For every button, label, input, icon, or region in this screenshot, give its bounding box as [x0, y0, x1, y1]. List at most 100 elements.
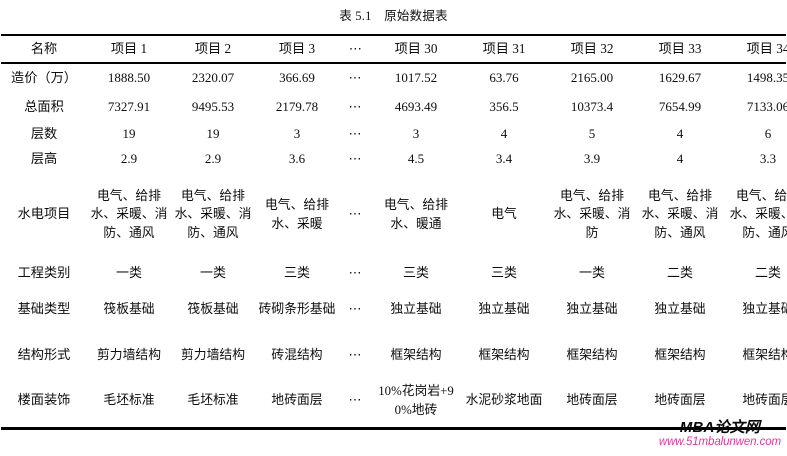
cell-mep-ellipsis: ⋯ [348, 206, 363, 222]
cell-structure-p32: 框架结构 [566, 348, 618, 363]
cell-mep-p30: 电气、给排水、暖通 [384, 198, 448, 231]
cell-area-p1: 7327.91 [107, 98, 151, 114]
cell-structure-p2: 剪力墙结构 [181, 348, 245, 363]
cell-structure-p30: 框架结构 [390, 348, 442, 363]
column-header-name: 名称 [30, 40, 58, 56]
cell-structure-p31: 框架结构 [478, 348, 530, 363]
cell-cost-p32: 2165.00 [570, 69, 614, 85]
row-label-total-area: 总面积 [24, 98, 64, 114]
watermark-url: www.51mbalunwen.com [658, 435, 781, 448]
cell-area-p2: 9495.53 [191, 98, 235, 114]
table-row: 基础类型 筏板基础 筏板基础 砖砌条形基础 ⋯ 独立基础 独立基础 独立基础 独… [1, 289, 787, 331]
cell-cost-ellipsis: ⋯ [348, 69, 363, 85]
cell-foundation-p32: 独立基础 [566, 302, 618, 317]
table-bottom-rule [1, 426, 786, 430]
cell-height-p1: 2.9 [120, 150, 138, 166]
cell-cost-p2: 2320.07 [191, 69, 235, 85]
cell-height-p34: 3.3 [759, 150, 777, 166]
cell-foundation-p30: 独立基础 [390, 302, 442, 317]
cell-structure-p34: 框架结构 [742, 348, 787, 363]
cell-category-p32: 一类 [578, 264, 605, 280]
table-row: 造价（万） 1888.50 2320.07 366.69 ⋯ 1017.52 6… [1, 64, 787, 93]
cell-height-ellipsis: ⋯ [348, 150, 363, 166]
header-row: 名称 项目 1 项目 2 项目 3 ⋯ 项目 30 项目 31 项目 32 项目… [1, 36, 787, 62]
cell-area-p31: 356.5 [489, 98, 519, 114]
cell-height-p3: 3.6 [288, 150, 306, 166]
table-row: 结构形式 剪力墙结构 剪力墙结构 砖混结构 ⋯ 框架结构 框架结构 框架结构 框… [1, 331, 787, 381]
cell-category-p1: 一类 [115, 264, 142, 280]
cell-height-p2: 2.9 [204, 150, 222, 166]
cell-category-p33: 二类 [666, 264, 693, 280]
cell-floors-p32: 5 [588, 125, 596, 141]
table-row: 楼面装饰 毛坯标准 毛坯标准 地砖面层 ⋯ 10%花岗岩+90%地砖 水泥砂浆地… [1, 381, 787, 421]
row-label-foundation-type: 基础类型 [17, 301, 71, 317]
cell-structure-p3: 砖混结构 [271, 348, 323, 363]
cell-finish-p34: 地砖面层 [742, 393, 787, 408]
cell-cost-p3: 366.69 [279, 69, 315, 85]
cell-height-p31: 3.4 [495, 150, 513, 166]
table-caption: 表 5.1 原始数据表 [339, 9, 448, 23]
cell-category-p2: 一类 [199, 264, 226, 280]
cell-floors-p1: 19 [122, 125, 136, 141]
table-header-rule [1, 61, 786, 64]
cell-height-p30: 4.5 [407, 150, 425, 166]
cell-height-p32: 3.9 [583, 150, 601, 166]
cell-floors-p30: 3 [412, 125, 420, 141]
cell-floors-p33: 4 [676, 125, 684, 141]
cell-structure-p33: 框架结构 [654, 348, 706, 363]
cell-mep-p34: 电气、给排水、采暖、消防、通风 [729, 189, 787, 240]
table-row: 工程类别 一类 一类 三类 ⋯ 三类 三类 一类 二类 二类 [1, 258, 787, 289]
cell-mep-p32: 电气、给排水、采暖、消防 [553, 189, 631, 240]
column-header-project-33: 项目 33 [658, 40, 702, 56]
cell-cost-p34: 1498.35 [746, 69, 787, 85]
cell-category-p31: 三类 [490, 264, 517, 280]
column-header-project-1: 项目 1 [110, 40, 148, 56]
cell-finish-p2: 毛坯标准 [187, 393, 239, 408]
table-row: 总面积 7327.91 9495.53 2179.78 ⋯ 4693.49 35… [1, 93, 787, 122]
cell-category-p34: 二类 [754, 264, 781, 280]
table-row: 层数 19 19 3 ⋯ 3 4 5 4 6 [1, 122, 787, 147]
table-body: 造价（万） 1888.50 2320.07 366.69 ⋯ 1017.52 6… [1, 64, 787, 421]
cell-finish-p33: 地砖面层 [654, 393, 706, 408]
cell-floors-p3: 3 [293, 125, 301, 141]
cell-height-p33: 4 [676, 150, 684, 166]
cell-floors-ellipsis: ⋯ [348, 125, 363, 141]
row-label-project-category: 工程类别 [17, 264, 71, 280]
cell-cost-p1: 1888.50 [107, 69, 151, 85]
cell-finish-p32: 地砖面层 [566, 393, 618, 408]
column-header-ellipsis: ⋯ [348, 40, 363, 56]
cell-structure-ellipsis: ⋯ [348, 347, 363, 363]
row-label-floor-finish: 楼面装饰 [17, 392, 71, 408]
cell-finish-ellipsis: ⋯ [348, 392, 363, 408]
cell-structure-p1: 剪力墙结构 [97, 348, 161, 363]
cell-floors-p34: 6 [764, 125, 772, 141]
cell-foundation-p34: 独立基础 [742, 302, 787, 317]
cell-area-p3: 2179.78 [275, 98, 319, 114]
cell-category-p30: 三类 [402, 264, 429, 280]
cell-cost-p33: 1629.67 [658, 69, 702, 85]
row-label-structure-form: 结构形式 [17, 347, 71, 363]
table-row: 水电项目 电气、给排水、采暖、消防、通风 电气、给排水、采暖、消防、通风 电气、… [1, 172, 787, 258]
cell-mep-p2: 电气、给排水、采暖、消防、通风 [174, 189, 252, 240]
cell-foundation-p31: 独立基础 [478, 302, 530, 317]
cell-floors-p31: 4 [500, 125, 508, 141]
column-header-project-32: 项目 32 [570, 40, 614, 56]
cell-foundation-p3: 砖砌条形基础 [258, 302, 336, 317]
column-header-project-3: 项目 3 [278, 40, 316, 56]
cell-cost-p31: 63.76 [489, 69, 519, 85]
watermark: MBA论文网 www.51mbalunwen.com [659, 420, 781, 449]
column-header-project-2: 项目 2 [194, 40, 232, 56]
column-header-project-30: 项目 30 [394, 40, 438, 56]
cell-finish-p30: 10%花岗岩+90%地砖 [378, 384, 454, 417]
cell-category-p3: 三类 [283, 264, 310, 280]
cell-finish-p1: 毛坯标准 [103, 393, 155, 408]
table-row: 层高 2.9 2.9 3.6 ⋯ 4.5 3.4 3.9 4 3.3 [1, 147, 787, 172]
table-header: 名称 项目 1 项目 2 项目 3 ⋯ 项目 30 项目 31 项目 32 项目… [1, 36, 787, 62]
row-label-mep-items: 水电项目 [17, 206, 71, 222]
cell-foundation-p33: 独立基础 [654, 302, 706, 317]
cell-area-p30: 4693.49 [394, 98, 438, 114]
cell-foundation-p2: 筏板基础 [187, 302, 239, 317]
cell-mep-p33: 电气、给排水、采暖、消防、通风 [641, 189, 719, 240]
cell-finish-p3: 地砖面层 [271, 393, 323, 408]
